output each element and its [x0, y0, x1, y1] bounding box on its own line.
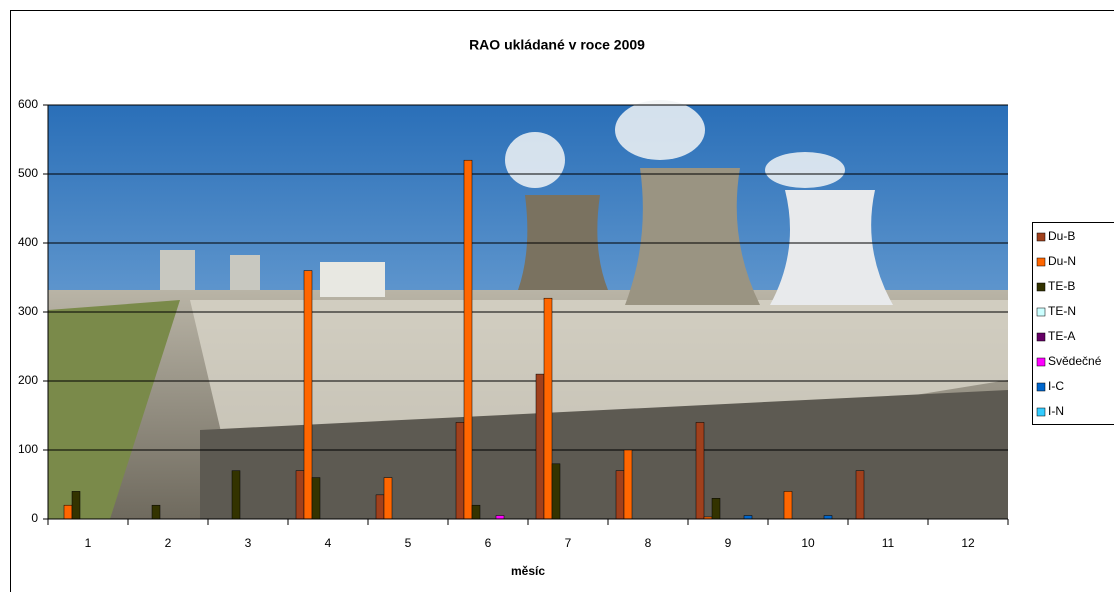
bar	[231, 470, 241, 520]
legend-label: Svědečné	[1048, 354, 1102, 368]
legend-swatch	[1036, 407, 1046, 417]
bar	[151, 504, 161, 520]
x-tick-label: 6	[485, 536, 492, 550]
y-tick-label: 300	[18, 304, 38, 318]
y-tick-label: 500	[18, 166, 38, 180]
bar	[551, 463, 561, 520]
bar	[535, 373, 545, 520]
bar	[495, 515, 505, 520]
y-tick-label: 0	[31, 511, 38, 525]
x-tick-label: 10	[801, 536, 815, 550]
y-tick-label: 400	[18, 235, 38, 249]
legend-swatch	[1036, 307, 1046, 317]
x-tick-label: 11	[882, 536, 895, 550]
legend-label: I-N	[1048, 404, 1064, 418]
legend-swatch	[1036, 357, 1046, 367]
bar	[463, 159, 473, 520]
legend-label: I-C	[1048, 379, 1064, 393]
legend-label: TE-A	[1048, 329, 1075, 343]
legend-swatch	[1036, 257, 1046, 267]
bar	[71, 491, 81, 520]
x-tick-label: 2	[165, 536, 172, 550]
bar	[471, 504, 481, 520]
chart-title: RAO ukládané v roce 2009	[469, 37, 645, 53]
bar	[783, 491, 793, 520]
legend-swatch	[1036, 282, 1046, 292]
legend-label: Du-B	[1048, 229, 1075, 243]
x-tick-label: 7	[565, 536, 572, 550]
bar	[711, 498, 721, 520]
bar	[295, 470, 305, 520]
bar	[695, 422, 705, 520]
bar	[63, 504, 73, 520]
legend-label: TE-B	[1048, 279, 1075, 293]
x-tick-label: 5	[405, 536, 412, 550]
legend-swatch	[1036, 382, 1046, 392]
plot-background	[48, 100, 1008, 519]
x-tick-label: 1	[85, 536, 92, 550]
legend	[1032, 222, 1114, 425]
bar	[855, 470, 865, 520]
bar	[623, 449, 633, 520]
x-axis-title: měsíc	[511, 564, 545, 578]
x-tick-label: 9	[725, 536, 732, 550]
x-tick-label: 3	[245, 536, 252, 550]
bar	[615, 470, 625, 520]
bar	[455, 422, 465, 520]
legend-label: TE-N	[1048, 304, 1076, 318]
bar	[743, 515, 753, 520]
legend-label: Du-N	[1048, 254, 1076, 268]
x-tick-label: 8	[645, 536, 652, 550]
bar	[543, 297, 553, 520]
x-tick-label: 12	[961, 536, 975, 550]
legend-swatch	[1036, 332, 1046, 342]
bar	[375, 494, 385, 520]
legend-box	[1032, 222, 1114, 425]
y-tick-label: 100	[18, 442, 38, 456]
y-tick-label: 200	[18, 373, 38, 387]
bar	[311, 477, 321, 520]
x-tick-label: 4	[325, 536, 332, 550]
legend-swatch	[1036, 232, 1046, 242]
bar	[303, 270, 313, 520]
y-tick-label: 600	[18, 97, 38, 111]
bar	[383, 477, 393, 520]
bar	[823, 515, 833, 520]
